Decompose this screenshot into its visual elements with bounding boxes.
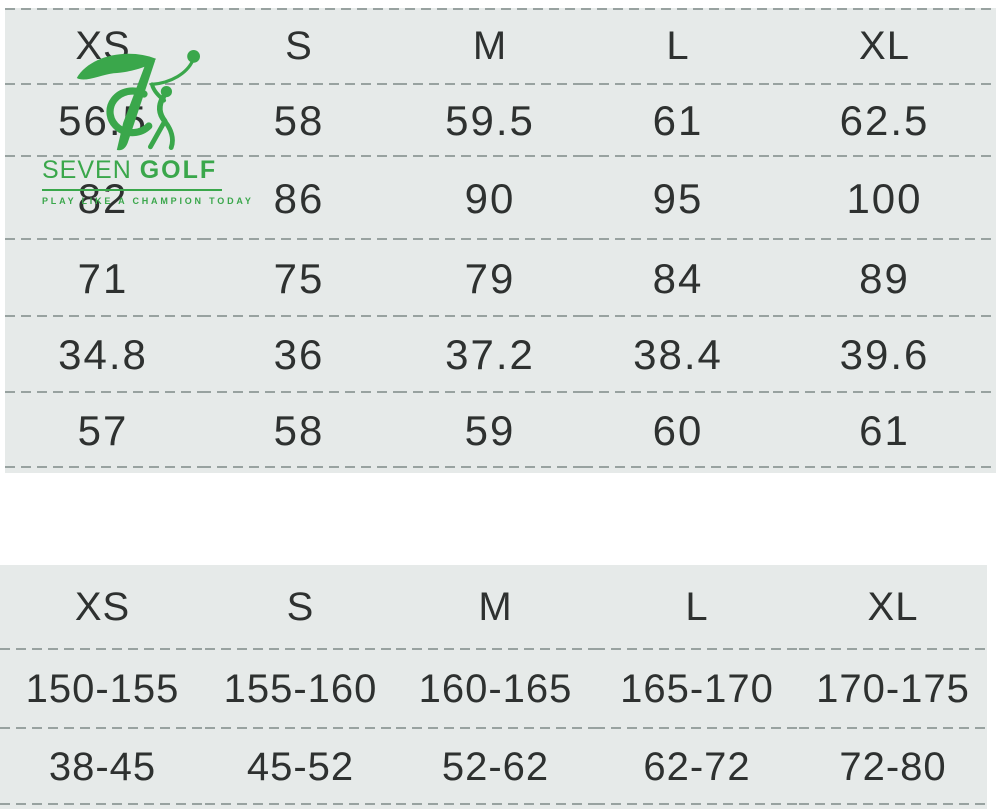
- header-xl: XL: [799, 565, 987, 650]
- range-cell: 45-52: [205, 729, 396, 805]
- header-xl: XL: [773, 8, 996, 85]
- measurement-cell: 59.5: [397, 85, 583, 157]
- header-xs: XS: [0, 565, 205, 650]
- range-cell: 38-45: [0, 729, 205, 805]
- measurement-cell: 34.8: [5, 317, 201, 393]
- header-l: L: [583, 8, 773, 85]
- measurement-cell: 59: [397, 393, 583, 468]
- seven-golf-logo: SEVEN GOLF PLAY LIKE A CHAMPION TODAY: [42, 46, 254, 206]
- header-l: L: [595, 565, 799, 650]
- measurement-cell: 86: [201, 157, 397, 240]
- range-cell: 165-170: [595, 650, 799, 729]
- measurement-cell: 60: [583, 393, 773, 468]
- header-s: S: [201, 8, 397, 85]
- measurement-cell: 79: [397, 240, 583, 317]
- range-cell: 170-175: [799, 650, 987, 729]
- brand-seven: SEVEN: [42, 156, 132, 184]
- measurement-cell: 71: [5, 240, 201, 317]
- range-cell: 52-62: [396, 729, 595, 805]
- measurement-cell: 39.6: [773, 317, 996, 393]
- range-cell: 62-72: [595, 729, 799, 805]
- measurement-cell: 57: [5, 393, 201, 468]
- range-cell: 160-165: [396, 650, 595, 729]
- range-cell: 150-155: [0, 650, 205, 729]
- measurement-cell: 58: [201, 85, 397, 157]
- measurement-cell: 38.4: [583, 317, 773, 393]
- measurement-cell: 75: [201, 240, 397, 317]
- measurement-cell: 89: [773, 240, 996, 317]
- header-s: S: [205, 565, 396, 650]
- measurement-cell: 95: [583, 157, 773, 240]
- brand-tagline: PLAY LIKE A CHAMPION TODAY: [42, 196, 254, 206]
- brand-golf: GOLF: [139, 156, 218, 184]
- brand-wordmark: SEVEN GOLF: [42, 156, 232, 185]
- size-range-table: XS S M L XL 150-155 155-160 160-165 165-…: [0, 565, 987, 809]
- range-cell: 155-160: [205, 650, 396, 729]
- measurement-cell: 61: [583, 85, 773, 157]
- range-cell: 72-80: [799, 729, 987, 805]
- measurement-cell: 61: [773, 393, 996, 468]
- measurement-cell: 90: [397, 157, 583, 240]
- measurements-table: XS S M L XL 56.5 58 59.5 61 62.5 82 86 9…: [5, 8, 996, 473]
- logo-divider: [42, 189, 222, 191]
- measurement-cell: 37.2: [397, 317, 583, 393]
- measurement-cell: 58: [201, 393, 397, 468]
- measurement-cell: 100: [773, 157, 996, 240]
- header-m: M: [396, 565, 595, 650]
- golfer-swing-icon: [76, 50, 200, 151]
- header-m: M: [397, 8, 583, 85]
- measurement-cell: 82: [5, 157, 201, 240]
- measurement-cell: 36: [201, 317, 397, 393]
- measurement-cell: 84: [583, 240, 773, 317]
- measurement-cell: 62.5: [773, 85, 996, 157]
